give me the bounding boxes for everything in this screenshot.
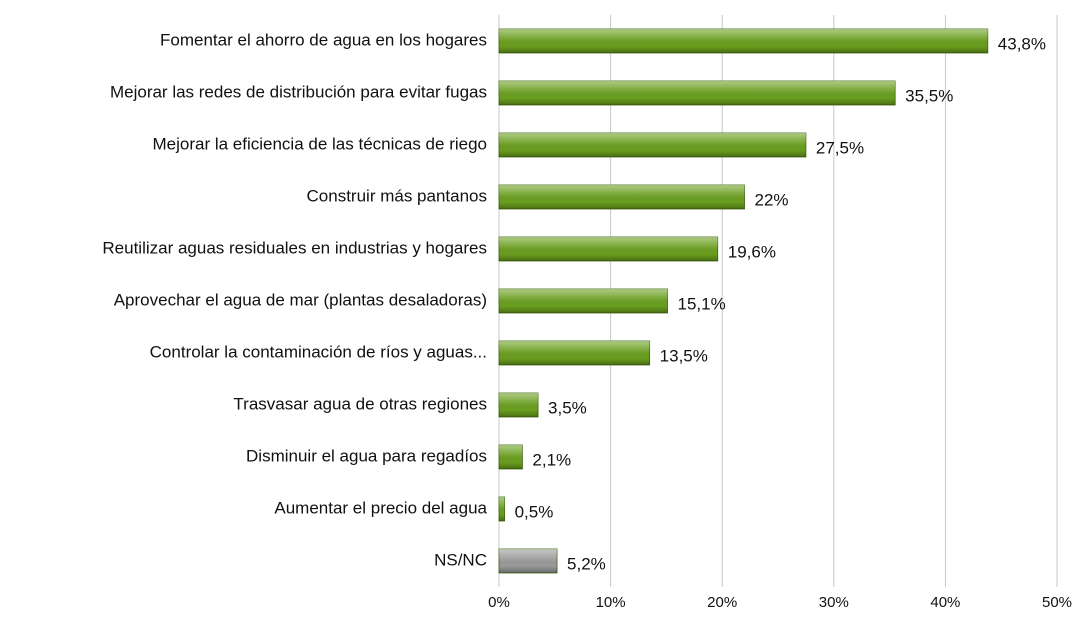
value-label: 19,6% — [728, 242, 776, 261]
x-tick-label: 30% — [819, 594, 849, 611]
y-tick-label: Fomentar el ahorro de agua en los hogare… — [160, 30, 487, 49]
bar-shine — [499, 341, 650, 365]
y-tick-label: Mejorar las redes de distribución para e… — [110, 82, 487, 101]
x-tick-label: 20% — [707, 594, 737, 611]
y-tick-label: Aumentar el precio del agua — [274, 498, 487, 517]
value-label: 3,5% — [548, 398, 587, 417]
value-label: 2,1% — [532, 450, 571, 469]
y-tick-label: Disminuir el agua para regadíos — [246, 446, 487, 465]
value-label: 43,8% — [998, 34, 1046, 53]
bar-shine — [499, 497, 505, 521]
y-tick-label: Controlar la contaminación de ríos y agu… — [150, 342, 487, 361]
x-tick-label: 40% — [930, 594, 960, 611]
value-label: 13,5% — [660, 346, 708, 365]
y-tick-label: Trasvasar agua de otras regiones — [233, 394, 487, 413]
value-label: 0,5% — [515, 502, 554, 521]
bar-shine — [499, 445, 523, 469]
bar-shine — [499, 237, 718, 261]
value-label: 27,5% — [816, 138, 864, 157]
bar-shine — [499, 29, 988, 53]
bar-shine — [499, 393, 539, 417]
bar-shine — [499, 549, 558, 573]
value-label: 22% — [755, 190, 789, 209]
x-tick-label: 10% — [596, 594, 626, 611]
bar-shine — [499, 81, 896, 105]
bar-shine — [499, 133, 806, 157]
y-tick-label: Mejorar la eficiencia de las técnicas de… — [152, 134, 487, 153]
x-tick-label: 0% — [488, 594, 510, 611]
value-label: 15,1% — [678, 294, 726, 313]
y-tick-label: Reutilizar aguas residuales en industria… — [102, 238, 487, 257]
y-tick-label: NS/NC — [434, 550, 487, 569]
bar-shine — [499, 289, 668, 313]
value-label: 35,5% — [905, 86, 953, 105]
x-tick-label: 50% — [1042, 594, 1072, 611]
y-tick-label: Aprovechar el agua de mar (plantas desal… — [114, 290, 487, 309]
value-label: 5,2% — [567, 554, 606, 573]
bar-shine — [499, 185, 745, 209]
y-tick-label: Construir más pantanos — [307, 186, 487, 205]
